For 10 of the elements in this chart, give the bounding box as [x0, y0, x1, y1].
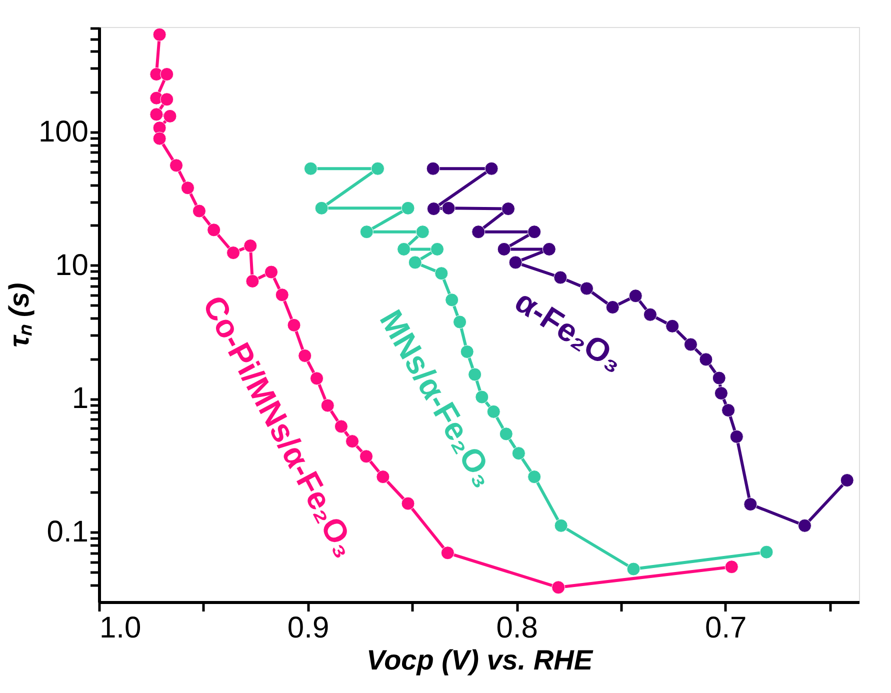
x-tick-label: 0.9 [287, 612, 330, 644]
y-tick-label: 0.1 [46, 516, 88, 549]
x-tick-label: 0.8 [496, 612, 538, 644]
y-tick-label: 100 [38, 115, 88, 148]
x-tick-label: 0.7 [705, 612, 747, 644]
x-axis-title: Vocp (V) vs. RHE [366, 644, 594, 676]
y-tick-label: 1 [72, 382, 88, 416]
y-tick-label: 10 [55, 248, 88, 282]
x-tick-label: 1.0 [100, 612, 142, 644]
y-axis-title: τₙ (s) [3, 282, 34, 348]
